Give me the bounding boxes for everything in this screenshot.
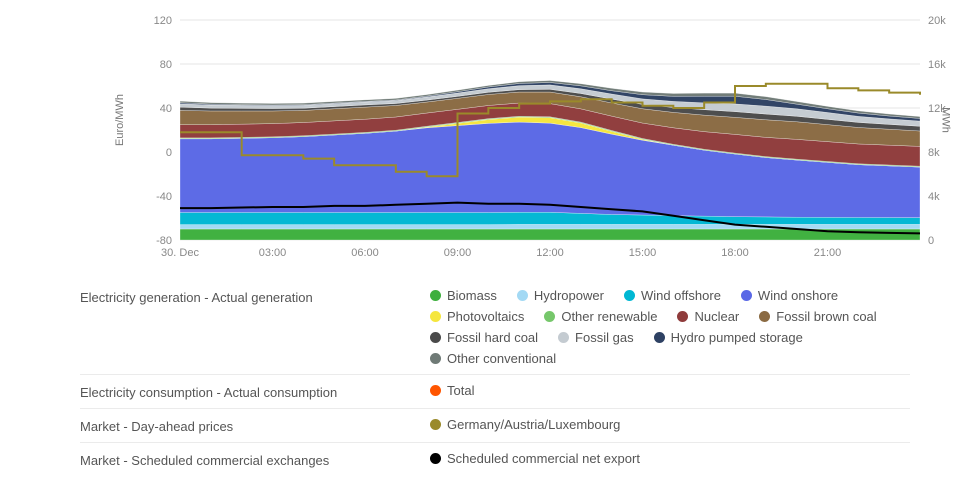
legend-row: Electricity generation - Actual generati… (80, 280, 910, 374)
legend-group-title: Market - Scheduled commercial exchanges (80, 451, 430, 468)
legend-item[interactable]: Total (430, 383, 474, 398)
svg-text:-80: -80 (156, 235, 172, 247)
legend-item[interactable]: Wind onshore (741, 288, 838, 303)
legend-item[interactable]: Fossil hard coal (430, 330, 538, 345)
legend-item[interactable]: Other conventional (430, 351, 556, 366)
legend-swatch-icon (741, 290, 752, 301)
legend-group-title: Market - Day-ahead prices (80, 417, 430, 434)
legend-swatch-icon (544, 311, 555, 322)
svg-text:03:00: 03:00 (259, 247, 287, 259)
svg-text:21:00: 21:00 (814, 247, 842, 259)
legend-item-label: Nuclear (694, 309, 739, 324)
svg-text:4k: 4k (928, 191, 940, 203)
legend-item-label: Other conventional (447, 351, 556, 366)
legend-items: Total (430, 383, 910, 398)
legend-item-label: Fossil brown coal (776, 309, 876, 324)
svg-text:0: 0 (928, 235, 934, 247)
legend-item[interactable]: Germany/Austria/Luxembourg (430, 417, 620, 432)
legend-swatch-icon (624, 290, 635, 301)
legend-item-label: Other renewable (561, 309, 657, 324)
legend-zone: Electricity generation - Actual generati… (80, 280, 910, 476)
legend-item[interactable]: Other renewable (544, 309, 657, 324)
legend-item[interactable]: Hydropower (517, 288, 604, 303)
legend-item[interactable]: Scheduled commercial net export (430, 451, 640, 466)
legend-item-label: Fossil gas (575, 330, 634, 345)
left-axis-label: Euro/MWh (114, 94, 126, 146)
legend-row: Electricity consumption - Actual consump… (80, 374, 910, 408)
svg-text:09:00: 09:00 (444, 247, 472, 259)
legend-item-label: Biomass (447, 288, 497, 303)
legend-items: Biomass Hydropower Wind offshore Wind onsho… (430, 288, 910, 366)
legend-item-label: Hydro pumped storage (671, 330, 803, 345)
legend-swatch-icon (430, 311, 441, 322)
legend-swatch-icon (654, 332, 665, 343)
chart-svg: -80-400408012004k8k12k16k20k30. Dec03:00… (0, 0, 960, 270)
legend-swatch-icon (430, 332, 441, 343)
legend-item-label: Germany/Austria/Luxembourg (447, 417, 620, 432)
svg-text:20k: 20k (928, 15, 946, 27)
legend-swatch-icon (759, 311, 770, 322)
legend-swatch-icon (430, 290, 441, 301)
svg-text:30. Dec: 30. Dec (161, 247, 199, 259)
legend-item-label: Wind onshore (758, 288, 838, 303)
legend-group-title: Electricity consumption - Actual consump… (80, 383, 430, 400)
svg-text:06:00: 06:00 (351, 247, 379, 259)
svg-text:-40: -40 (156, 191, 172, 203)
legend-swatch-icon (517, 290, 528, 301)
legend-swatch-icon (677, 311, 688, 322)
legend-swatch-icon (430, 385, 441, 396)
legend-row: Market - Scheduled commercial exchanges S… (80, 442, 910, 476)
legend-item[interactable]: Hydro pumped storage (654, 330, 803, 345)
legend-item[interactable]: Photovoltaics (430, 309, 524, 324)
svg-text:16k: 16k (928, 59, 946, 71)
legend-item[interactable]: Fossil brown coal (759, 309, 876, 324)
legend-swatch-icon (430, 419, 441, 430)
svg-text:8k: 8k (928, 147, 940, 159)
legend-swatch-icon (430, 453, 441, 464)
svg-text:120: 120 (154, 15, 172, 27)
legend-item[interactable]: Fossil gas (558, 330, 634, 345)
legend-item-label: Total (447, 383, 474, 398)
svg-text:12:00: 12:00 (536, 247, 564, 259)
legend-item-label: Scheduled commercial net export (447, 451, 640, 466)
legend-swatch-icon (558, 332, 569, 343)
legend-items: Scheduled commercial net export (430, 451, 910, 466)
legend-item-label: Photovoltaics (447, 309, 524, 324)
legend-item-label: Fossil hard coal (447, 330, 538, 345)
svg-text:0: 0 (166, 147, 172, 159)
legend-row: Market - Day-ahead prices Germany/Austria… (80, 408, 910, 442)
chart-area: -80-400408012004k8k12k16k20k30. Dec03:00… (0, 0, 960, 270)
area-hydropower (180, 224, 920, 229)
svg-text:18:00: 18:00 (721, 247, 749, 259)
svg-text:15:00: 15:00 (629, 247, 657, 259)
legend-item[interactable]: Biomass (430, 288, 497, 303)
legend-item[interactable]: Wind offshore (624, 288, 721, 303)
legend-item[interactable]: Nuclear (677, 309, 739, 324)
legend-item-label: Hydropower (534, 288, 604, 303)
svg-text:80: 80 (160, 59, 172, 71)
legend-group-title: Electricity generation - Actual generati… (80, 288, 430, 305)
legend-swatch-icon (430, 353, 441, 364)
svg-text:40: 40 (160, 103, 172, 115)
right-axis-label: MWh (940, 107, 952, 133)
page-root: -80-400408012004k8k12k16k20k30. Dec03:00… (0, 0, 960, 500)
legend-item-label: Wind offshore (641, 288, 721, 303)
legend-items: Germany/Austria/Luxembourg (430, 417, 910, 432)
